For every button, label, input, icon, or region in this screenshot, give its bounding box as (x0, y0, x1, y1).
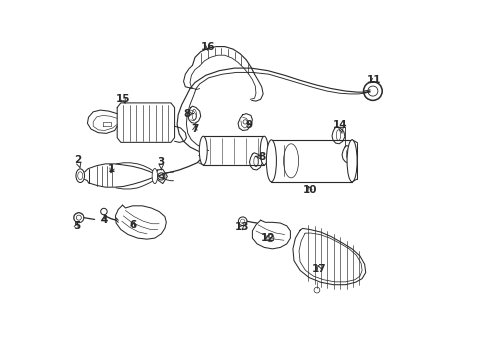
Ellipse shape (199, 136, 207, 165)
Text: 5: 5 (73, 221, 80, 231)
Text: 8: 8 (255, 152, 265, 162)
Text: 9: 9 (245, 121, 252, 130)
Ellipse shape (266, 140, 276, 182)
Text: 8: 8 (183, 109, 193, 119)
Text: 12: 12 (260, 233, 274, 243)
Text: 11: 11 (366, 75, 380, 85)
Text: 14: 14 (333, 121, 347, 133)
Ellipse shape (346, 140, 356, 182)
Text: 7: 7 (191, 124, 198, 134)
Text: 16: 16 (200, 42, 215, 51)
Ellipse shape (260, 136, 267, 165)
Text: 3: 3 (157, 157, 164, 170)
Text: 10: 10 (302, 185, 316, 195)
Text: 17: 17 (311, 264, 325, 274)
Text: 15: 15 (116, 94, 130, 104)
Text: 1: 1 (108, 164, 115, 174)
Text: 2: 2 (74, 155, 81, 168)
Text: 4: 4 (100, 215, 107, 225)
Text: 13: 13 (234, 222, 248, 232)
Ellipse shape (152, 168, 157, 184)
Text: 6: 6 (129, 220, 137, 230)
